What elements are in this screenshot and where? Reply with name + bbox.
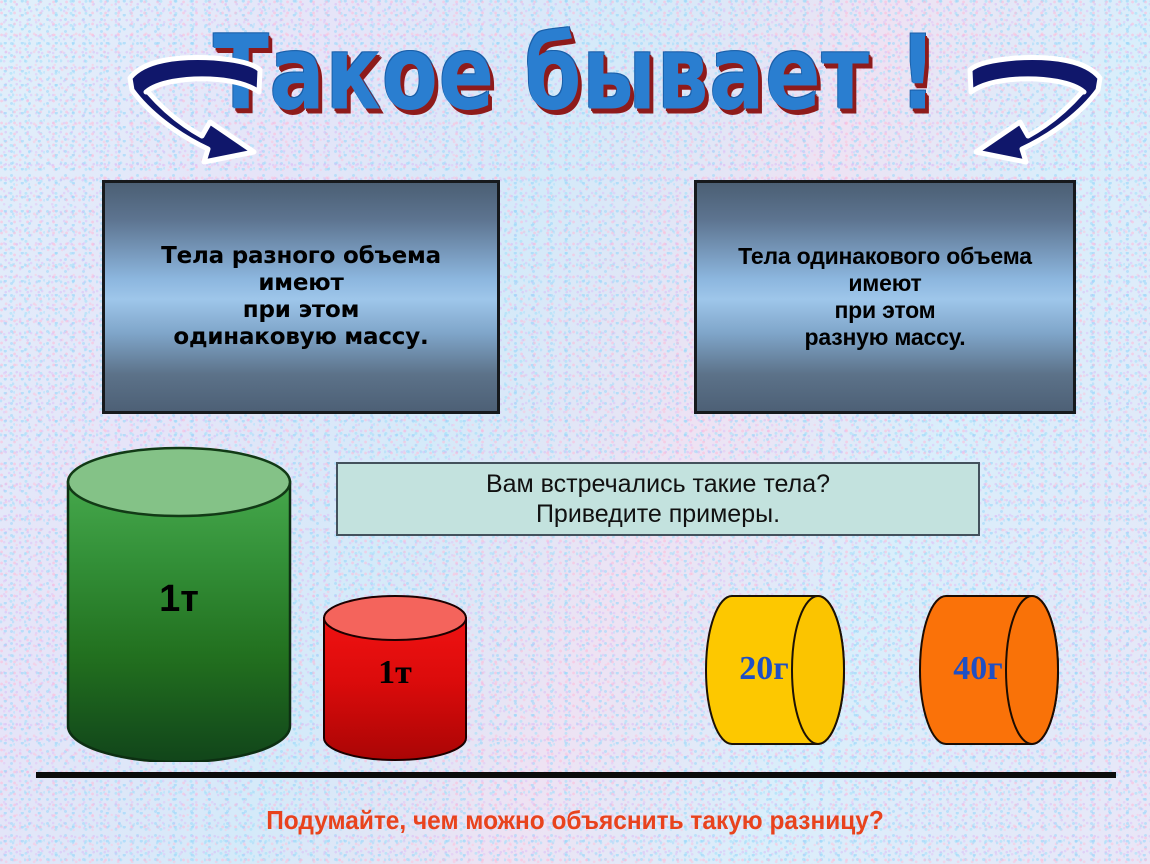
statement-text-right: Тела одинакового объема имеют при этом р…	[732, 243, 1038, 352]
curved-arrow-down-right-icon	[127, 55, 263, 165]
cylinder-red-1t: 1т	[322, 592, 468, 762]
page-title-text: Такое бывает !	[212, 13, 938, 134]
cylinder-orange-40g: 40г	[912, 592, 1072, 752]
cylinder-yellow-20g: 20г	[698, 592, 858, 752]
statement-line: одинаковую массу.	[173, 324, 429, 351]
footer-divider	[36, 772, 1116, 778]
statement-line: Тела разного объема	[161, 242, 441, 269]
statement-box-different-volume: Тела разного объема имеют при этом одина…	[102, 180, 500, 414]
question-box: Вам встречались такие тела? Приведите пр…	[336, 462, 980, 536]
cylinder-green-1t: 1т	[66, 446, 292, 764]
cylinder-red-shape	[323, 595, 467, 761]
statement-line: имеют	[258, 269, 344, 296]
cylinder-yellow-shape	[705, 595, 845, 745]
curved-arrow-down-left-icon	[967, 55, 1103, 165]
footer-text: Подумайте, чем можно объяснить такую раз…	[266, 805, 884, 835]
statement-line: при этом	[834, 297, 936, 323]
question-text: Вам встречались такие тела? Приведите пр…	[486, 469, 830, 530]
question-line: Вам встречались такие тела?	[485, 469, 831, 498]
statement-line: Тела одинакового объема	[738, 242, 1032, 269]
statement-box-same-volume: Тела одинакового объема имеют при этом р…	[694, 180, 1076, 414]
statement-line: разную массу.	[804, 324, 966, 351]
cylinder-green-shape	[66, 446, 292, 764]
statement-line: имеют	[848, 269, 922, 296]
statement-text-left: Тела разного объема имеют при этом одина…	[155, 243, 447, 352]
statement-line: при этом	[242, 297, 360, 323]
question-line: Приведите примеры.	[535, 500, 781, 528]
cylinder-orange-shape	[919, 595, 1059, 745]
